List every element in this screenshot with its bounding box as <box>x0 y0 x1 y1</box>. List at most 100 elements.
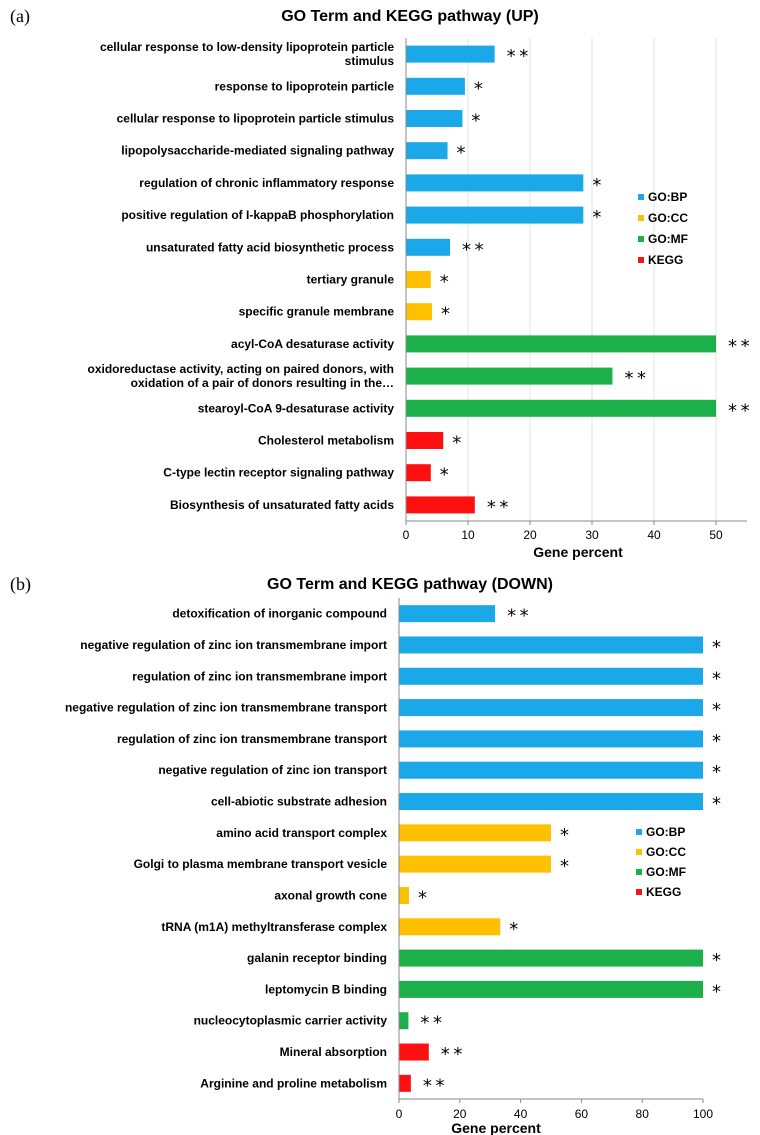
legend-label: GO:BP <box>648 190 687 204</box>
legend-label: KEGG <box>646 885 681 899</box>
significance-label: * <box>560 856 569 877</box>
category-label: leptomycin B binding <box>265 982 387 996</box>
category-label: oxidoreductase activity, acting on paire… <box>88 362 395 376</box>
legend-swatch <box>636 849 642 855</box>
category-label: cell-abiotic substrate adhesion <box>211 795 387 809</box>
x-tick-label: 50 <box>709 528 723 542</box>
bar <box>406 271 431 288</box>
x-tick-label: 30 <box>585 528 599 542</box>
significance-label: * <box>457 143 466 164</box>
panel-b: (b) GO Term and KEGG pathway (DOWN) deto… <box>0 568 760 1135</box>
legend-label: GO:CC <box>646 845 686 859</box>
category-label: tRNA (m1A) methyltransferase complex <box>161 920 387 934</box>
bar <box>399 667 703 685</box>
legend-label: KEGG <box>648 253 683 267</box>
category-label: stimulus <box>345 54 395 68</box>
bar <box>399 855 551 873</box>
category-label: positive regulation of I-kappaB phosphor… <box>121 208 394 222</box>
significance-label: * <box>592 207 601 228</box>
bar <box>399 1074 411 1092</box>
significance-label: * <box>712 981 721 1002</box>
significance-label: * <box>452 433 461 454</box>
legend-swatch <box>638 236 644 242</box>
category-label: Mineral absorption <box>280 1045 387 1059</box>
category-label: nucleocytoplasmic carrier activity <box>194 1014 388 1028</box>
bar-chart-down: detoxification of inorganic compound * * n… <box>65 598 721 1135</box>
category-label: negative regulation of zinc ion transmem… <box>65 701 387 715</box>
significance-label: * <box>560 825 569 846</box>
bar <box>406 399 716 417</box>
bar-chart-up: cellular response to low-density lipopro… <box>88 38 750 560</box>
significance-label: * * <box>507 606 529 627</box>
legend-swatch <box>636 869 642 875</box>
category-label: Arginine and proline metabolism <box>200 1076 387 1090</box>
bar <box>406 367 613 385</box>
bar <box>406 238 451 256</box>
chart-title-b: GO Term and KEGG pathway (DOWN) <box>267 576 553 593</box>
category-label: acyl-CoA desaturase activity <box>231 337 394 351</box>
x-tick-label: 40 <box>514 1107 528 1121</box>
category-label: Cholesterol metabolism <box>258 434 394 448</box>
bar <box>399 918 501 936</box>
x-tick-label: 20 <box>523 528 537 542</box>
significance-label: * <box>712 950 721 971</box>
category-label: Golgi to plasma membrane transport vesic… <box>134 857 388 871</box>
category-label: amino acid transport complex <box>216 826 387 840</box>
legend-label: GO:MF <box>646 865 686 879</box>
category-label: detoxification of inorganic compound <box>172 607 387 621</box>
category-label: lipopolysaccharide-mediated signaling pa… <box>121 144 394 158</box>
category-label: axonal growth cone <box>274 888 387 902</box>
significance-label: * <box>441 304 450 325</box>
significance-label: * <box>712 794 721 815</box>
panel-letter-b: (b) <box>10 574 31 594</box>
category-label: negative regulation of zinc ion transmem… <box>80 638 387 652</box>
x-axis-label: Gene percent <box>451 1120 541 1135</box>
significance-label: * <box>712 762 721 783</box>
category-label: specific granule membrane <box>239 305 395 319</box>
significance-label: * * <box>624 368 646 389</box>
significance-label: * * <box>728 400 750 421</box>
category-label: C-type lectin receptor signaling pathway <box>163 466 394 480</box>
bar <box>406 432 444 449</box>
significance-label: * <box>440 465 449 486</box>
significance-label: * <box>474 78 483 99</box>
significance-label: * <box>418 887 427 908</box>
legend-label: GO:MF <box>648 232 688 246</box>
x-tick-label: 100 <box>693 1107 713 1121</box>
category-label: regulation of zinc ion transmembrane imp… <box>132 669 387 683</box>
category-label: regulation of zinc ion transmembrane tra… <box>117 732 387 746</box>
category-label: response to lipoprotein particle <box>215 79 395 93</box>
bar <box>406 496 475 514</box>
significance-label: * * <box>507 46 529 67</box>
bar <box>399 949 703 967</box>
bar <box>406 174 584 192</box>
chart-title-a: GO Term and KEGG pathway (UP) <box>281 8 539 25</box>
significance-label: * <box>592 175 601 196</box>
bar <box>399 1043 429 1061</box>
x-tick-label: 10 <box>461 528 475 542</box>
legend-swatch <box>638 257 644 263</box>
significance-label: * <box>712 731 721 752</box>
bar <box>399 730 703 748</box>
bar <box>406 303 433 321</box>
bar <box>399 761 703 779</box>
bar <box>406 77 465 95</box>
bar <box>406 45 495 63</box>
x-tick-label: 60 <box>575 1107 589 1121</box>
bar <box>406 142 448 160</box>
significance-label: * * <box>728 336 750 357</box>
panel-a: (a) GO Term and KEGG pathway (UP) cellul… <box>10 6 750 560</box>
legend-swatch <box>638 194 644 200</box>
bar <box>406 110 463 127</box>
significance-label: * * <box>462 239 484 260</box>
category-label: oxidation of a pair of donors resulting … <box>131 376 394 390</box>
bar <box>399 699 703 717</box>
bar <box>399 793 703 811</box>
bar <box>399 824 551 842</box>
significance-label: * <box>509 919 518 940</box>
significance-label: * <box>471 111 480 132</box>
bar <box>399 1012 409 1030</box>
category-label: tertiary granule <box>307 273 395 287</box>
category-label: unsaturated fatty acid biosynthetic proc… <box>146 240 394 254</box>
bar <box>406 206 584 224</box>
